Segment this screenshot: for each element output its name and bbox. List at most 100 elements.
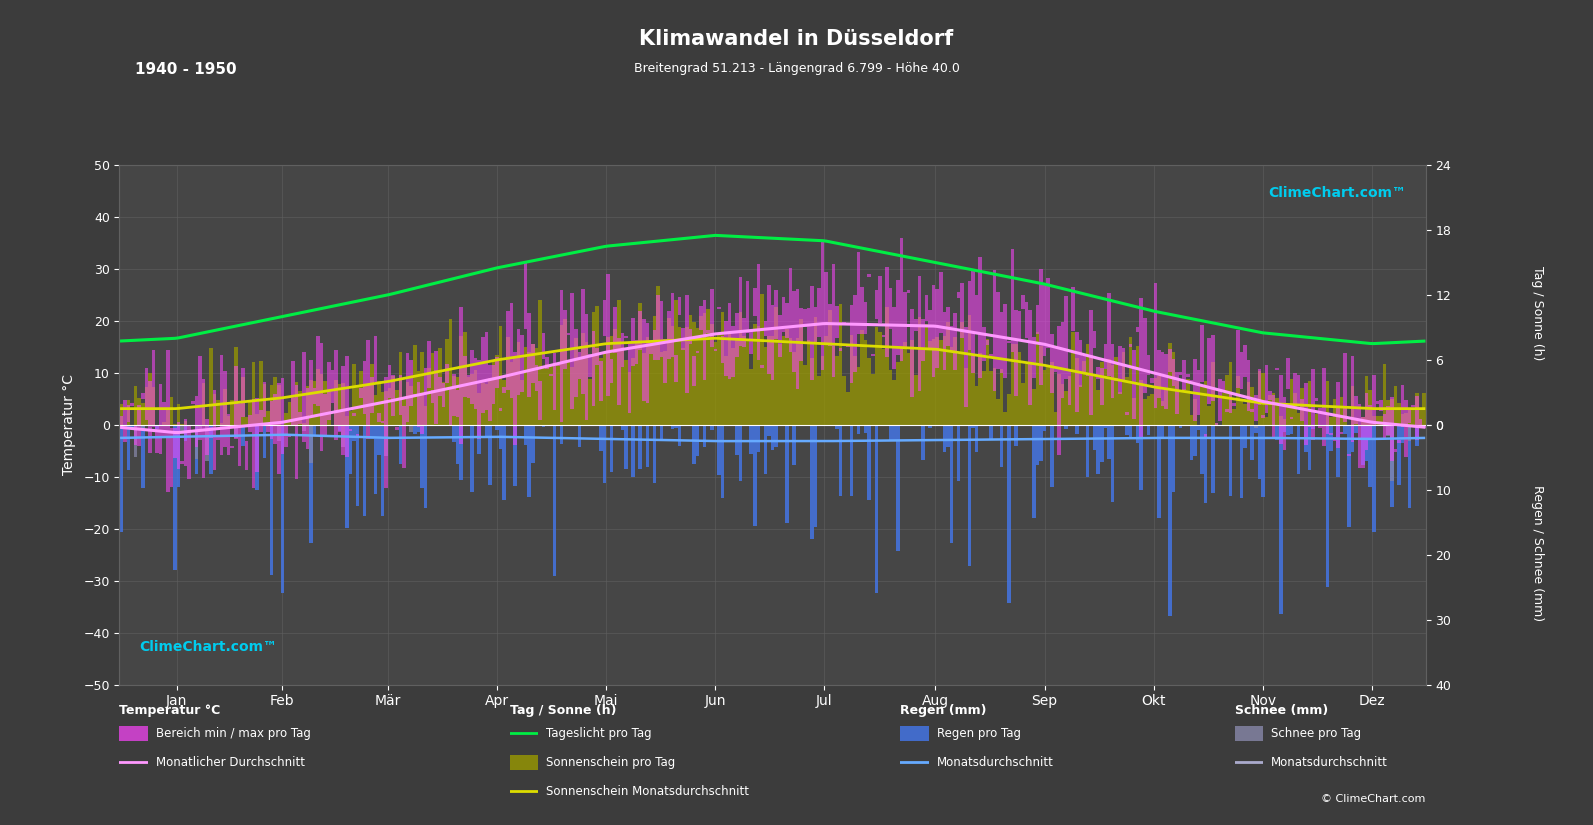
Bar xyxy=(593,332,596,406)
Bar xyxy=(840,425,843,496)
Bar xyxy=(840,348,843,351)
Bar xyxy=(771,425,774,450)
Bar xyxy=(1300,398,1305,422)
Bar xyxy=(421,352,424,425)
Bar xyxy=(883,349,886,425)
Bar xyxy=(1257,425,1262,479)
Bar xyxy=(734,314,739,357)
Bar xyxy=(449,388,452,426)
Bar xyxy=(860,287,863,334)
Bar xyxy=(1233,409,1236,425)
Bar xyxy=(599,358,602,425)
Bar xyxy=(782,297,785,332)
Bar xyxy=(1086,343,1090,425)
Text: Tag / Sonne (h): Tag / Sonne (h) xyxy=(510,704,616,717)
Bar xyxy=(421,425,424,488)
Bar xyxy=(1214,422,1219,426)
Bar xyxy=(524,425,527,446)
Bar xyxy=(785,425,789,523)
Bar xyxy=(478,425,481,454)
Bar xyxy=(1308,425,1311,469)
Bar xyxy=(284,413,288,425)
Bar xyxy=(832,346,835,425)
Bar xyxy=(134,425,137,457)
Bar xyxy=(151,350,155,427)
Bar xyxy=(298,412,303,424)
Bar xyxy=(374,336,378,381)
Bar xyxy=(975,386,978,425)
Bar xyxy=(1257,370,1262,425)
Bar xyxy=(935,290,938,369)
Bar xyxy=(774,290,777,339)
Bar xyxy=(989,371,992,425)
Bar xyxy=(237,404,241,425)
Bar xyxy=(524,347,527,425)
Bar xyxy=(406,353,409,422)
Bar xyxy=(226,416,231,425)
Bar xyxy=(875,425,878,593)
Bar xyxy=(1032,425,1035,518)
Bar xyxy=(473,370,478,425)
Bar xyxy=(602,425,607,483)
Bar xyxy=(241,368,245,417)
Text: Monatsdurchschnitt: Monatsdurchschnitt xyxy=(1271,756,1388,769)
Bar xyxy=(1168,349,1171,372)
Bar xyxy=(792,351,796,425)
Bar xyxy=(421,395,424,434)
Bar xyxy=(237,403,241,466)
Bar xyxy=(800,308,803,361)
Bar xyxy=(398,352,401,425)
Bar xyxy=(871,374,875,425)
Bar xyxy=(1171,352,1176,425)
Bar xyxy=(320,343,323,451)
Bar xyxy=(1305,383,1308,445)
Bar xyxy=(720,336,725,363)
Bar xyxy=(746,339,749,425)
Bar xyxy=(413,345,416,425)
Bar xyxy=(691,425,696,464)
Bar xyxy=(667,310,671,359)
Bar xyxy=(1096,367,1101,379)
Bar xyxy=(1239,401,1243,425)
Bar xyxy=(245,441,249,469)
Bar xyxy=(1354,395,1357,424)
Bar xyxy=(1193,360,1196,422)
Bar xyxy=(335,350,338,440)
Bar xyxy=(1067,370,1072,406)
Bar xyxy=(677,328,682,425)
Bar xyxy=(1190,425,1193,460)
Bar xyxy=(1415,396,1419,440)
Bar xyxy=(384,391,387,425)
Bar xyxy=(1311,369,1314,441)
Bar xyxy=(1297,375,1300,404)
Bar xyxy=(487,425,492,485)
Bar xyxy=(1121,352,1125,425)
Bar xyxy=(510,362,513,425)
Bar xyxy=(387,388,392,425)
Bar xyxy=(1058,326,1061,455)
Bar xyxy=(395,427,398,430)
Bar xyxy=(1228,425,1233,497)
Bar xyxy=(1251,425,1254,460)
Bar xyxy=(828,304,832,346)
Bar xyxy=(1286,358,1290,389)
Bar xyxy=(710,425,714,430)
Bar xyxy=(964,328,967,408)
Bar xyxy=(484,384,487,425)
Bar xyxy=(817,376,820,425)
Bar xyxy=(323,394,327,437)
Bar xyxy=(706,330,710,333)
Bar xyxy=(140,425,145,488)
Bar xyxy=(1118,346,1121,394)
Bar xyxy=(341,383,346,425)
Bar xyxy=(1262,374,1265,425)
Bar xyxy=(846,393,849,425)
Bar xyxy=(521,336,524,392)
Bar xyxy=(1276,425,1279,440)
Bar xyxy=(484,425,487,438)
Bar xyxy=(1415,425,1419,446)
Bar xyxy=(671,326,674,425)
Bar xyxy=(1115,356,1118,425)
Bar xyxy=(556,363,559,365)
Bar xyxy=(1247,360,1251,411)
